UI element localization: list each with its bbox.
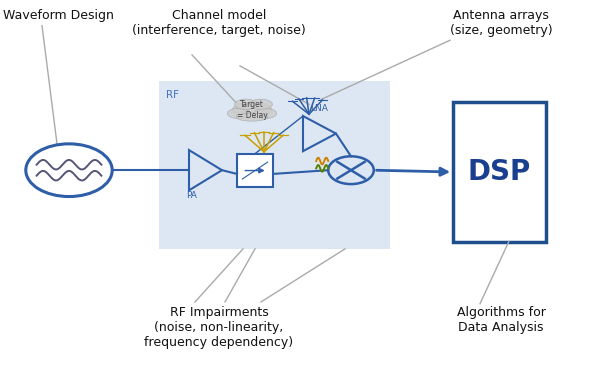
Text: PA: PA — [187, 191, 197, 199]
Text: Channel model
(interference, target, noise): Channel model (interference, target, noi… — [132, 9, 306, 37]
FancyBboxPatch shape — [237, 154, 273, 187]
Text: Algorithms for
Data Analysis: Algorithms for Data Analysis — [457, 306, 545, 334]
Ellipse shape — [227, 108, 250, 119]
Ellipse shape — [236, 113, 268, 121]
Text: LNA: LNA — [311, 104, 328, 113]
Ellipse shape — [235, 99, 257, 109]
Text: Waveform Design: Waveform Design — [3, 9, 114, 22]
Ellipse shape — [250, 99, 272, 109]
Ellipse shape — [233, 102, 271, 117]
Text: Target
= Delay: Target = Delay — [236, 100, 268, 120]
Ellipse shape — [254, 108, 277, 119]
Text: DSP: DSP — [468, 158, 531, 186]
Text: RF Impairments
(noise, non-linearity,
frequency dependency): RF Impairments (noise, non-linearity, fr… — [145, 306, 293, 348]
FancyBboxPatch shape — [453, 102, 546, 242]
Text: RF: RF — [166, 90, 179, 100]
Text: Antenna arrays
(size, geometry): Antenna arrays (size, geometry) — [449, 9, 553, 37]
FancyBboxPatch shape — [159, 81, 390, 249]
